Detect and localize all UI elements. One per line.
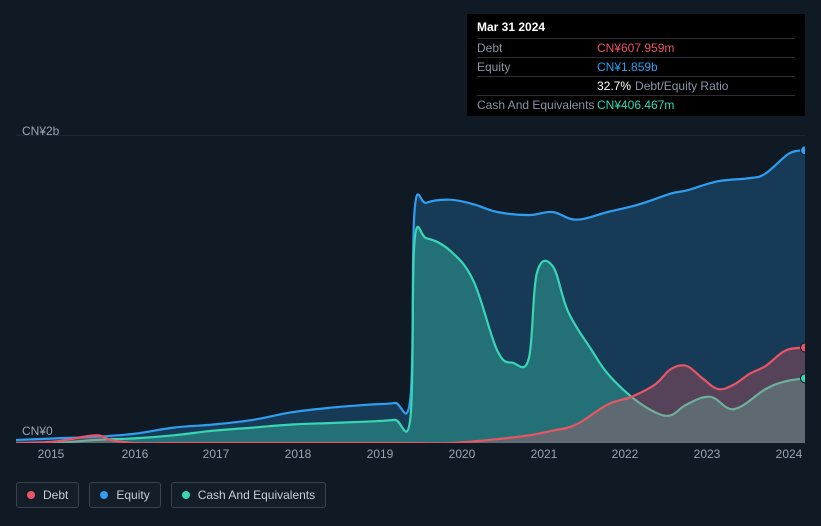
x-axis-label: 2016 (122, 447, 149, 461)
legend-swatch-icon (27, 491, 35, 499)
x-axis-label: 2017 (203, 447, 230, 461)
tooltip-row-value: CN¥607.959m (597, 41, 674, 55)
tooltip-row-suffix: Debt/Equity Ratio (635, 79, 728, 93)
legend-item-debt[interactable]: Debt (16, 482, 79, 508)
tooltip-rows: DebtCN¥607.959mEquityCN¥1.859b32.7%Debt/… (477, 38, 795, 114)
x-axis-label: 2024 (776, 447, 803, 461)
tooltip-row-value: CN¥406.467m (597, 98, 674, 112)
tooltip-row: Cash And EquivalentsCN¥406.467m (477, 95, 795, 114)
tooltip-row-label: Cash And Equivalents (477, 98, 597, 112)
tooltip-row: 32.7% Debt/Equity Ratio (477, 76, 795, 95)
tooltip-row: DebtCN¥607.959m (477, 38, 795, 57)
tooltip-row: EquityCN¥1.859b (477, 57, 795, 76)
tooltip-row-label: Debt (477, 41, 597, 55)
tooltip-date: Mar 31 2024 (477, 20, 795, 34)
tooltip-row-label: Equity (477, 60, 597, 74)
x-axis-label: 2015 (38, 447, 65, 461)
tooltip-row-value: 32.7% (597, 79, 631, 93)
legend-swatch-icon (182, 491, 190, 499)
x-axis-label: 2022 (612, 447, 639, 461)
x-axis-label: 2019 (367, 447, 394, 461)
legend-label: Equity (116, 488, 149, 502)
legend-label: Debt (43, 488, 68, 502)
chart-plot (16, 135, 805, 443)
legend-item-cash[interactable]: Cash And Equivalents (171, 482, 326, 508)
x-axis-label: 2023 (694, 447, 721, 461)
chart-container: { "tooltip": { "date": "Mar 31 2024", "r… (0, 0, 821, 526)
legend-swatch-icon (100, 491, 108, 499)
x-axis-label: 2020 (449, 447, 476, 461)
x-axis-label: 2021 (531, 447, 558, 461)
legend: Debt Equity Cash And Equivalents (16, 482, 326, 508)
x-axis-labels: 2015 2016 2017 2018 2019 2020 2021 2022 2023 2024 (16, 447, 805, 467)
tooltip-row-value: CN¥1.859b (597, 60, 658, 74)
x-axis-label: 2018 (285, 447, 312, 461)
tooltip-panel: Mar 31 2024 DebtCN¥607.959mEquityCN¥1.85… (467, 14, 805, 116)
legend-item-equity[interactable]: Equity (89, 482, 160, 508)
legend-label: Cash And Equivalents (198, 488, 315, 502)
